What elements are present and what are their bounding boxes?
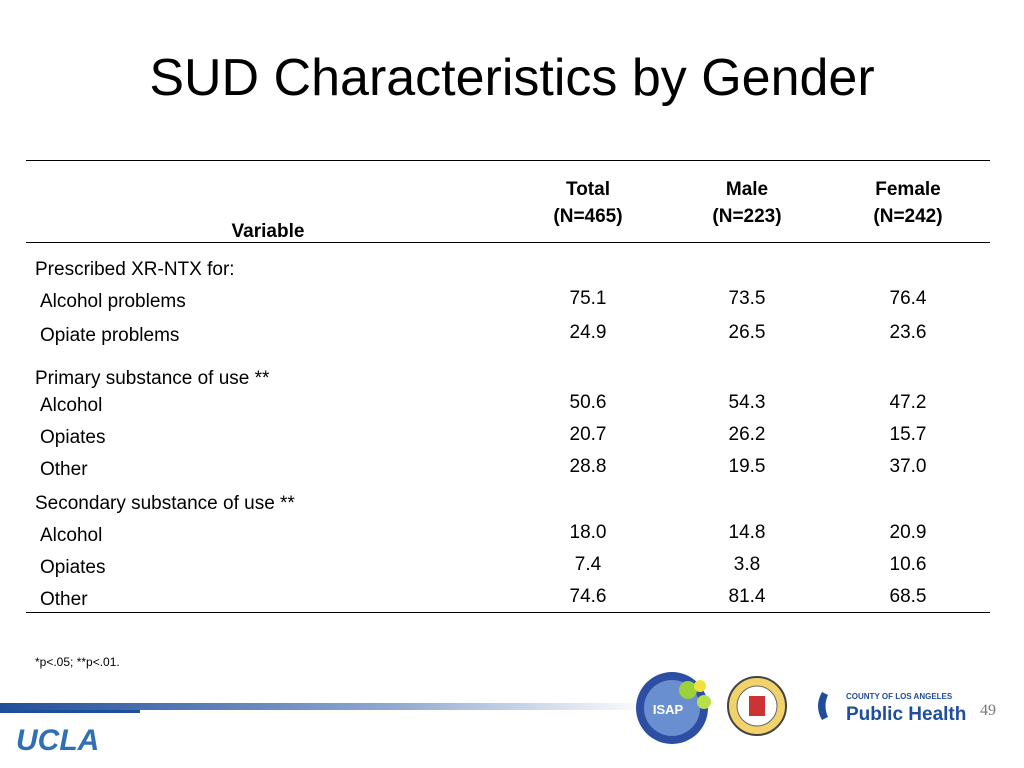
- cell-value: 23.6: [889, 322, 927, 343]
- column-header: (N=465): [553, 206, 623, 227]
- cell-value: 26.2: [728, 424, 766, 445]
- ucla-logo: UCLA: [16, 724, 99, 757]
- cell-value: 26.5: [728, 322, 766, 343]
- row-label: Alcohol problems: [40, 291, 186, 312]
- cell-value: 7.4: [574, 554, 602, 575]
- row-label: Other: [40, 459, 88, 480]
- column-header: Male: [725, 179, 769, 200]
- footer: UCLA ISAP COUNTY OF LOS ANGELES Public H…: [0, 672, 996, 757]
- cell-value: 15.7: [889, 424, 927, 445]
- cell-value: 20.9: [889, 522, 927, 543]
- variable-header: Variable: [231, 221, 305, 242]
- row-label: Opiates: [40, 557, 106, 578]
- cell-value: 50.6: [569, 392, 607, 413]
- table-top-rule: [26, 160, 990, 161]
- column-header: Total: [566, 179, 610, 200]
- row-label: Alcohol: [40, 395, 103, 416]
- row-label: Alcohol: [40, 525, 103, 546]
- column-header: (N=223): [712, 206, 782, 227]
- footnote: *p<.05; **p<.01.: [35, 655, 120, 669]
- section-label: Primary substance of use **: [35, 368, 270, 389]
- slide-title: SUD Characteristics by Gender: [149, 49, 875, 107]
- isap-dot: [679, 681, 697, 699]
- table-bottom-rule: [26, 612, 990, 613]
- page-number: 49: [980, 702, 996, 719]
- footer-bar-accent: [0, 710, 140, 713]
- row-label: Opiates: [40, 427, 106, 448]
- isap-dot: [697, 695, 711, 709]
- isap-text: ISAP: [653, 702, 684, 717]
- cell-value: 18.0: [569, 522, 607, 543]
- cell-value: 14.8: [728, 522, 766, 543]
- column-header: Female: [875, 179, 941, 200]
- isap-dot: [694, 680, 706, 692]
- column-header: (N=242): [873, 206, 943, 227]
- public-health-text: Public Health: [846, 704, 966, 725]
- cell-value: 37.0: [889, 456, 927, 477]
- public-health-icon: [818, 692, 828, 720]
- county-seal-shield: [749, 696, 765, 716]
- cell-value: 10.6: [889, 554, 927, 575]
- table-header-rule: [26, 242, 990, 243]
- cell-value: 20.7: [569, 424, 607, 445]
- cell-value: 75.1: [569, 288, 607, 309]
- cell-value: 19.5: [728, 456, 766, 477]
- cell-value: 68.5: [889, 586, 927, 607]
- cell-value: 76.4: [889, 288, 927, 309]
- section-label: Secondary substance of use **: [35, 493, 295, 514]
- cell-value: 81.4: [728, 586, 766, 607]
- footer-bar: [0, 703, 650, 710]
- row-label: Opiate problems: [40, 325, 180, 346]
- county-text: COUNTY OF LOS ANGELES: [846, 692, 953, 701]
- cell-value: 24.9: [569, 322, 607, 343]
- cell-value: 47.2: [889, 392, 927, 413]
- cell-value: 74.6: [569, 586, 607, 607]
- cell-value: 3.8: [733, 554, 761, 575]
- cell-value: 73.5: [728, 288, 766, 309]
- cell-value: 28.8: [569, 456, 607, 477]
- section-label: Prescribed XR-NTX for:: [35, 259, 235, 280]
- row-label: Other: [40, 589, 88, 610]
- cell-value: 54.3: [728, 392, 766, 413]
